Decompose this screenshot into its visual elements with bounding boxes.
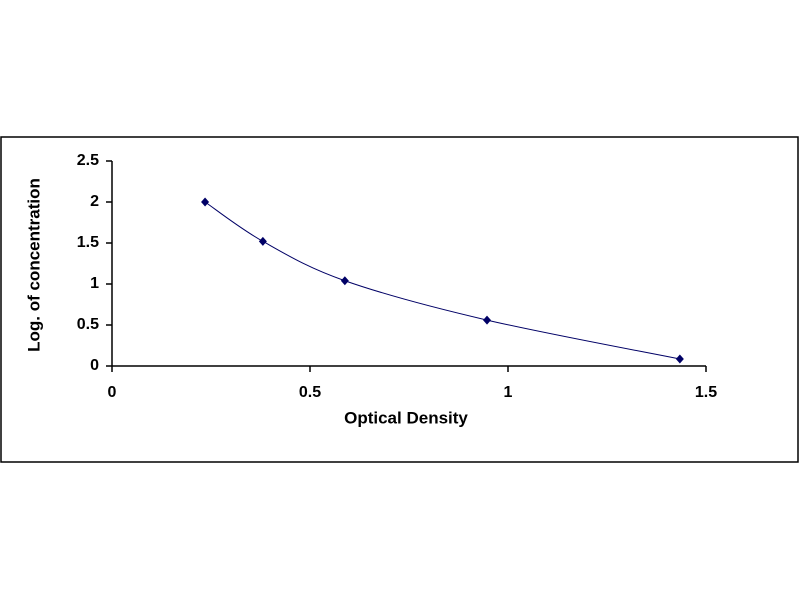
data-point [340, 276, 349, 286]
y-tick-label: 2 [90, 193, 99, 210]
data-point [201, 197, 210, 207]
data-point [675, 354, 684, 364]
y-tick-label: 1.5 [77, 234, 99, 251]
fit-line [204, 201, 680, 360]
x-tick-label: 1 [504, 384, 513, 401]
x-axis-title: Optical Density [344, 408, 468, 427]
x-tick-label: 0.5 [299, 384, 321, 401]
data-point [483, 315, 492, 325]
y-tick-label: 0.5 [77, 316, 99, 333]
y-tick-label: 1 [90, 275, 99, 292]
y-tick-label: 0 [90, 357, 99, 374]
x-tick-label: 0 [108, 384, 117, 401]
chart-frame [0, 136, 799, 463]
data-point [258, 236, 267, 246]
y-axis-title: Log. of concentration [24, 178, 43, 352]
x-tick-label: 1.5 [695, 384, 717, 401]
y-tick-label: 2.5 [77, 152, 99, 169]
